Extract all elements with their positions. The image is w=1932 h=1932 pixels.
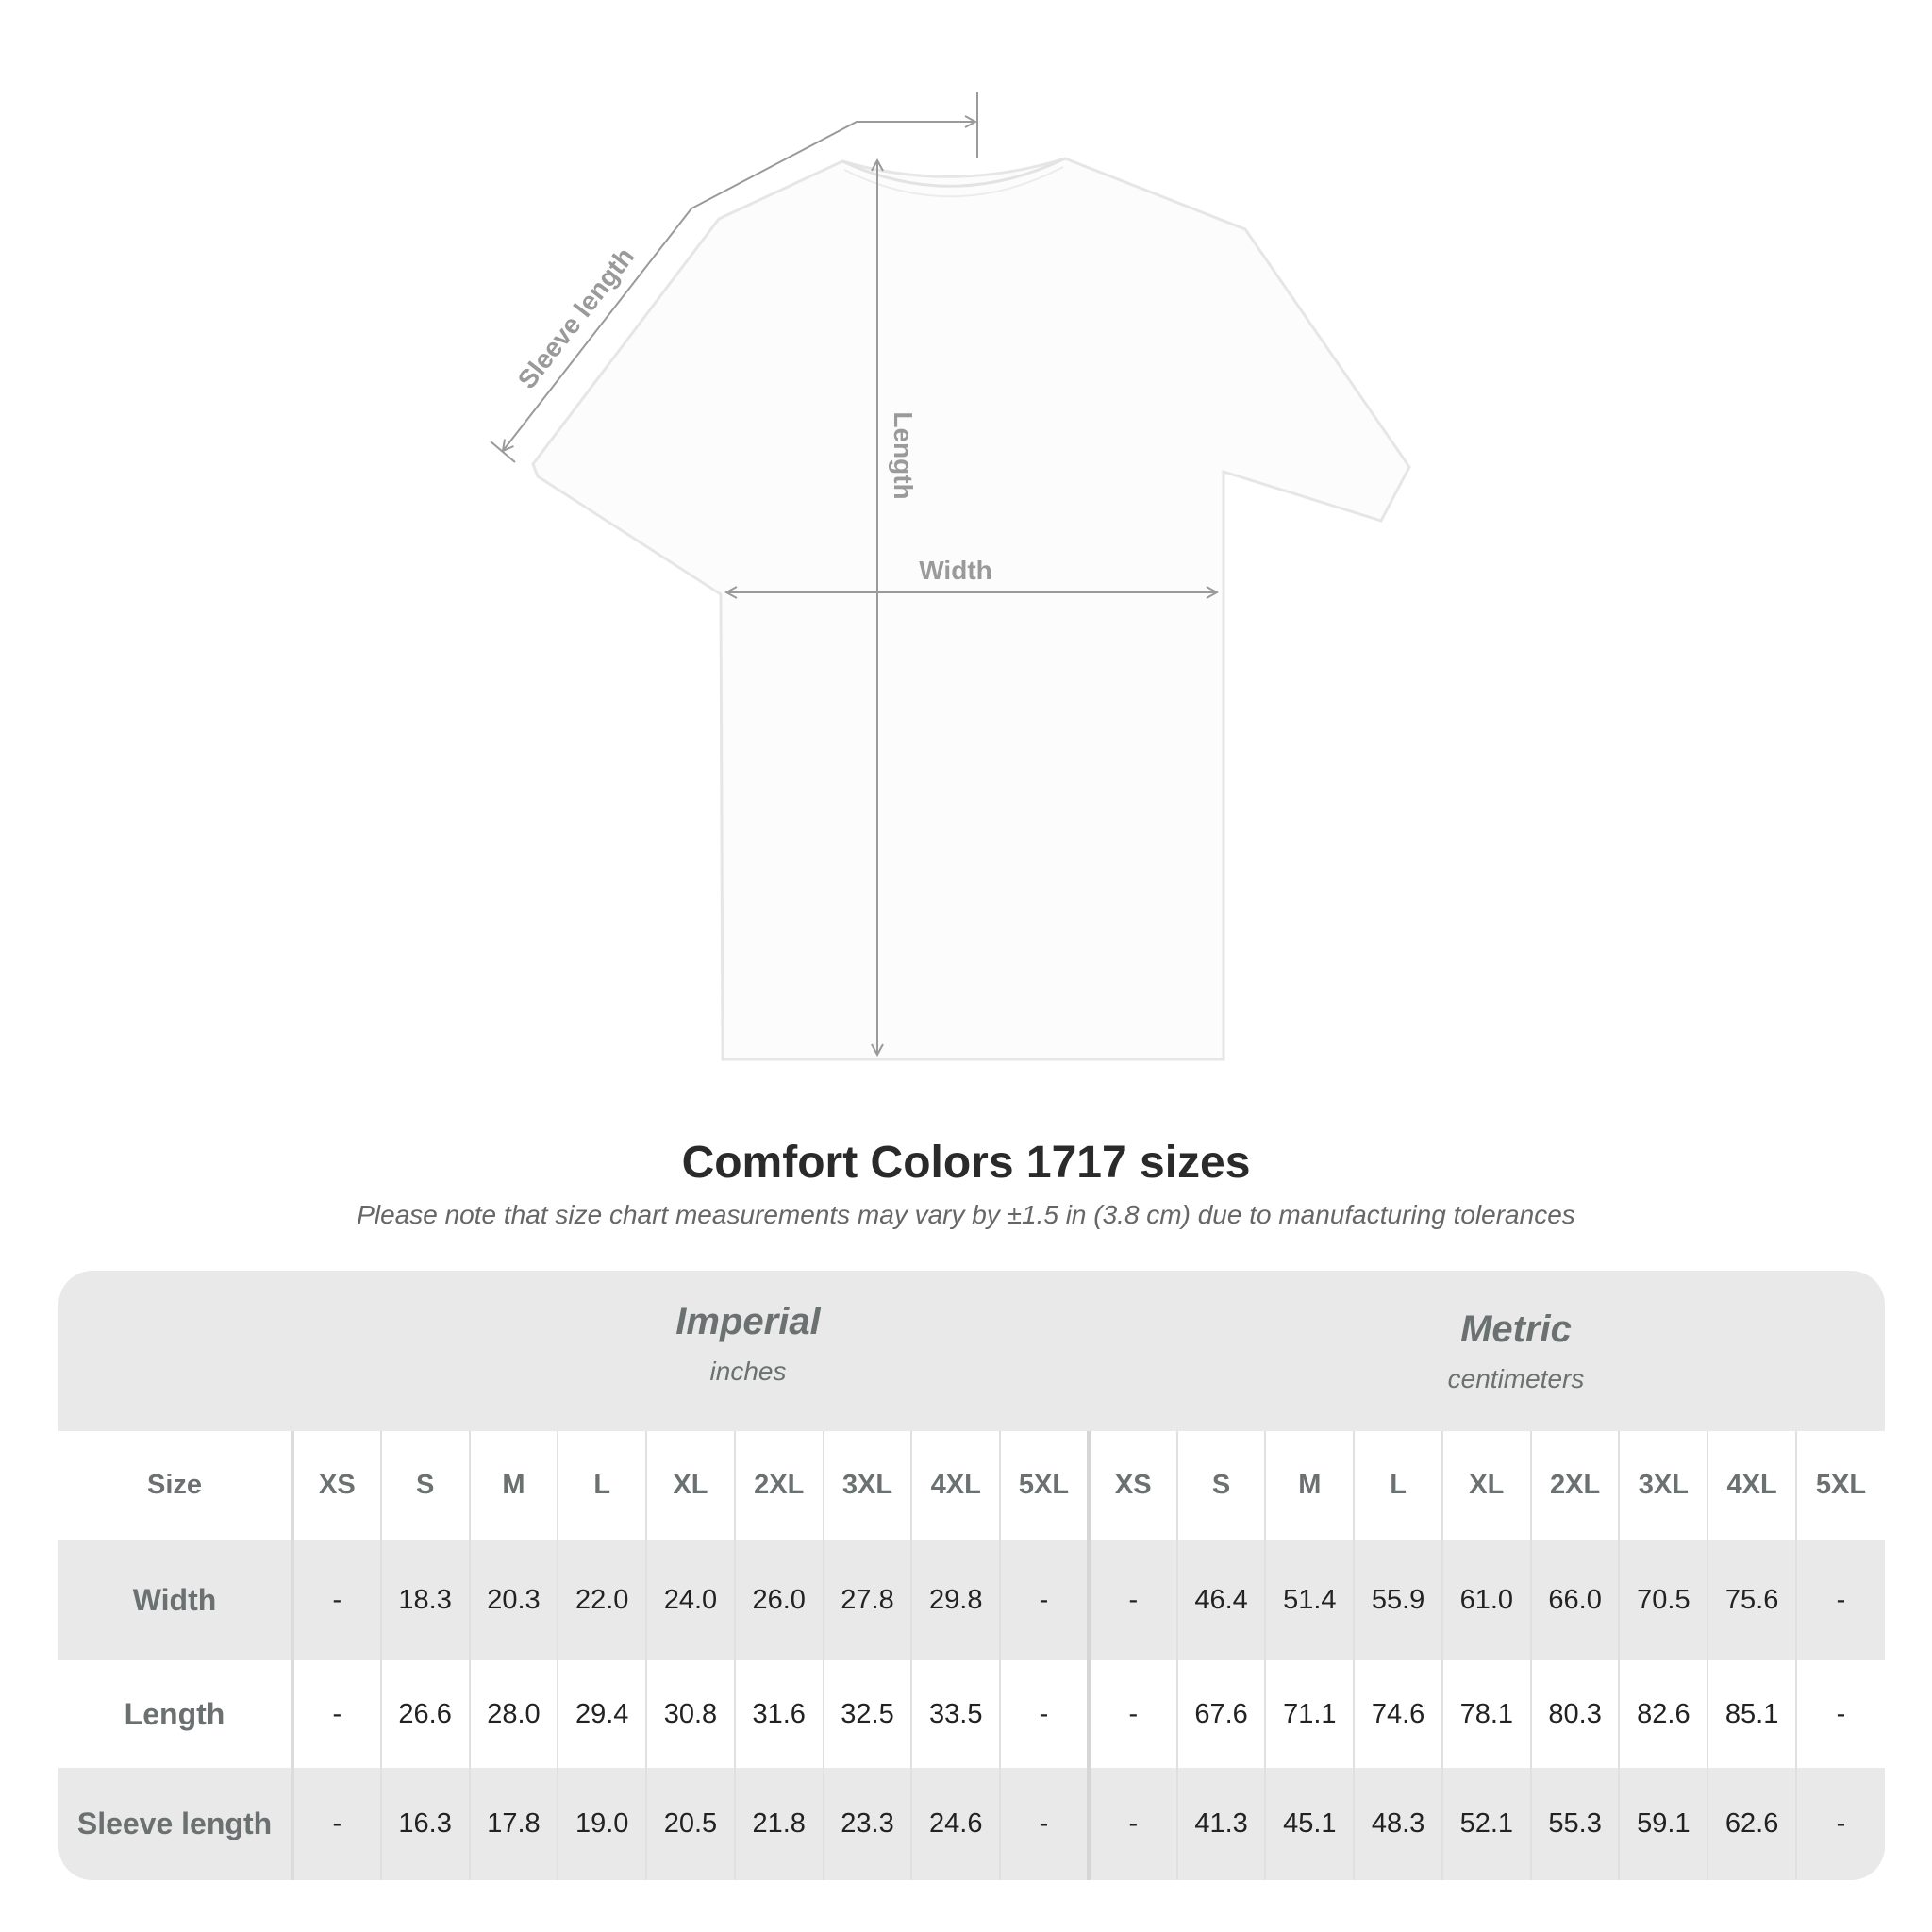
imperial-value-cell: - [999,1540,1089,1660]
imperial-value-cell: 29.8 [910,1540,1001,1660]
imperial-value-cell: 26.0 [733,1540,824,1660]
metric-value-cell: 74.6 [1353,1660,1442,1768]
imperial-value-cell: 19.0 [557,1768,647,1880]
page-title: Comfort Colors 1717 sizes [681,1138,1251,1188]
metric-size-header: L [1353,1431,1442,1540]
metric-value-cell: 66.0 [1529,1540,1620,1660]
metric-value-cell: 62.6 [1707,1768,1797,1880]
metric-size-header: 4XL [1707,1431,1797,1540]
imperial-value-cell: 20.5 [645,1768,735,1880]
metric-value-cell: 55.3 [1529,1768,1620,1880]
imperial-value-cell: 26.6 [379,1660,470,1768]
metric-value-cell: 59.1 [1618,1768,1708,1880]
row-label: Sleeve length [58,1768,294,1880]
metric-size-header: XL [1441,1431,1531,1540]
metric-value-cell: 78.1 [1441,1660,1531,1768]
imperial-value-cell: 22.0 [557,1540,647,1660]
size-chart-table: Imperial inches Metric centimeters Size X… [58,1271,1885,1880]
metric-value-cell: 70.5 [1618,1540,1708,1660]
metric-size-header: S [1175,1431,1266,1540]
metric-value-cell: 55.9 [1353,1540,1442,1660]
imperial-value-cell: - [291,1768,381,1880]
metric-value-cell: - [1795,1540,1885,1660]
imperial-value-cell: 24.0 [645,1540,735,1660]
metric-value-cell: 71.1 [1264,1660,1355,1768]
imperial-value-cell: 28.0 [468,1660,558,1768]
metric-value-cell: 51.4 [1264,1540,1355,1660]
metric-value-cell: 45.1 [1264,1768,1355,1880]
imperial-size-header: 5XL [999,1431,1089,1540]
metric-size-header: 5XL [1795,1431,1885,1540]
imperial-value-cell: 31.6 [733,1660,824,1768]
width-label: Width [919,556,992,585]
imperial-unit: inches [709,1357,787,1386]
imperial-value-cell: 18.3 [379,1540,470,1660]
metric-value-cell: 61.0 [1441,1540,1531,1660]
size-header-row: Size XS S M L XL 2XL 3XL 4XL 5XL XS S M L XL 2XL 3XL 4XL 5… [58,1431,1885,1540]
imperial-header: Imperial inches [349,1271,1147,1461]
metric-value-cell: 52.1 [1441,1768,1531,1880]
imperial-value-cell: 32.5 [822,1660,912,1768]
imperial-size-header: L [557,1431,647,1540]
imperial-size-header: S [379,1431,470,1540]
imperial-value-cell: 27.8 [822,1540,912,1660]
imperial-size-header: 2XL [733,1431,824,1540]
imperial-value-cell: 21.8 [733,1768,824,1880]
metric-label: Metric [1460,1308,1572,1350]
metric-value-cell: 48.3 [1353,1768,1442,1880]
metric-value-cell: - [1086,1768,1177,1880]
metric-size-header: 2XL [1529,1431,1620,1540]
size-table: Size XS S M L XL 2XL 3XL 4XL 5XL XS S M L XL 2XL 3XL 4XL 5… [58,1431,1885,1880]
imperial-label: Imperial [675,1301,821,1342]
metric-value-cell: 80.3 [1529,1660,1620,1768]
metric-value-cell: - [1086,1660,1177,1768]
imperial-value-cell: - [999,1768,1089,1880]
row-label-size: Size [58,1431,294,1540]
metric-value-cell: - [1795,1768,1885,1880]
row-label: Width [58,1540,294,1660]
metric-size-header: XS [1086,1431,1177,1540]
metric-header: Metric centimeters [1147,1271,1885,1469]
imperial-size-header: 4XL [910,1431,1001,1540]
imperial-value-cell: 33.5 [910,1660,1001,1768]
sleeve-measure-line [503,122,975,451]
row-label: Length [58,1660,294,1768]
tshirt-image [531,157,1411,1061]
metric-value-cell: 75.6 [1707,1540,1797,1660]
imperial-size-header: XS [291,1431,381,1540]
imperial-value-cell: 16.3 [379,1768,470,1880]
metric-size-header: 3XL [1618,1431,1708,1540]
metric-value-cell: - [1086,1540,1177,1660]
table-row: Length -26.6 28.0 29.4 30.8 31.6 32.5 33.5- -67.… [58,1660,1885,1768]
table-row: Sleeve length -16.3 17.8 19.0 20.5 21.8 23.3 24… [58,1768,1885,1880]
metric-value-cell: 41.3 [1175,1768,1266,1880]
metric-value-cell: 46.4 [1175,1540,1266,1660]
imperial-size-header: M [468,1431,558,1540]
imperial-size-header: XL [645,1431,735,1540]
metric-unit: centimeters [1447,1364,1585,1393]
metric-value-cell: 67.6 [1175,1660,1266,1768]
tshirt-measurement-diagram: Width Length Sleeve length [490,92,1411,1061]
imperial-value-cell: - [291,1540,381,1660]
imperial-value-cell: - [999,1660,1089,1768]
metric-value-cell: 85.1 [1707,1660,1797,1768]
metric-size-header: M [1264,1431,1355,1540]
imperial-value-cell: - [291,1660,381,1768]
imperial-value-cell: 17.8 [468,1768,558,1880]
imperial-value-cell: 23.3 [822,1768,912,1880]
table-row: Width -18.3 20.3 22.0 24.0 26.0 27.8 29.8- -46.4… [58,1540,1885,1660]
imperial-value-cell: 29.4 [557,1660,647,1768]
imperial-size-header: 3XL [822,1431,912,1540]
metric-value-cell: 82.6 [1618,1660,1708,1768]
metric-value-cell: - [1795,1660,1885,1768]
imperial-value-cell: 24.6 [910,1768,1001,1880]
imperial-value-cell: 30.8 [645,1660,735,1768]
tolerance-note: Please note that size chart measurements… [357,1200,1575,1229]
length-label: Length [889,411,918,499]
imperial-value-cell: 20.3 [468,1540,558,1660]
